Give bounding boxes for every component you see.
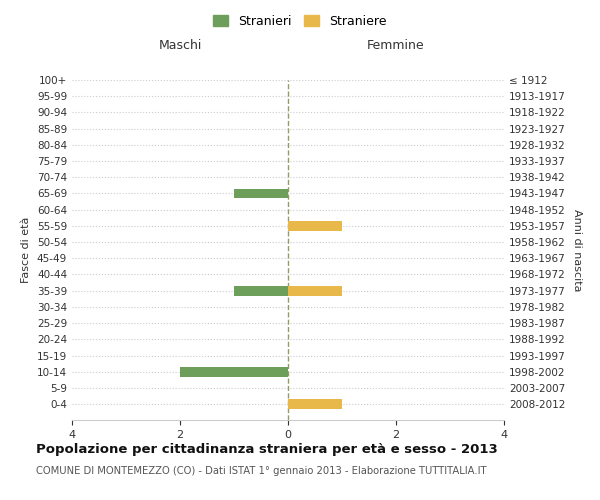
Bar <box>288 221 342 230</box>
Y-axis label: Fasce di età: Fasce di età <box>22 217 31 283</box>
Bar <box>288 286 342 296</box>
Y-axis label: Anni di nascita: Anni di nascita <box>572 208 582 291</box>
Text: Femmine: Femmine <box>367 40 425 52</box>
Bar <box>234 286 288 296</box>
Bar <box>180 367 288 376</box>
Bar <box>288 400 342 409</box>
Legend: Stranieri, Straniere: Stranieri, Straniere <box>209 11 391 32</box>
Text: Popolazione per cittadinanza straniera per età e sesso - 2013: Popolazione per cittadinanza straniera p… <box>36 442 498 456</box>
Text: COMUNE DI MONTEMEZZO (CO) - Dati ISTAT 1° gennaio 2013 - Elaborazione TUTTITALIA: COMUNE DI MONTEMEZZO (CO) - Dati ISTAT 1… <box>36 466 487 476</box>
Bar <box>234 188 288 198</box>
Text: Maschi: Maschi <box>158 40 202 52</box>
